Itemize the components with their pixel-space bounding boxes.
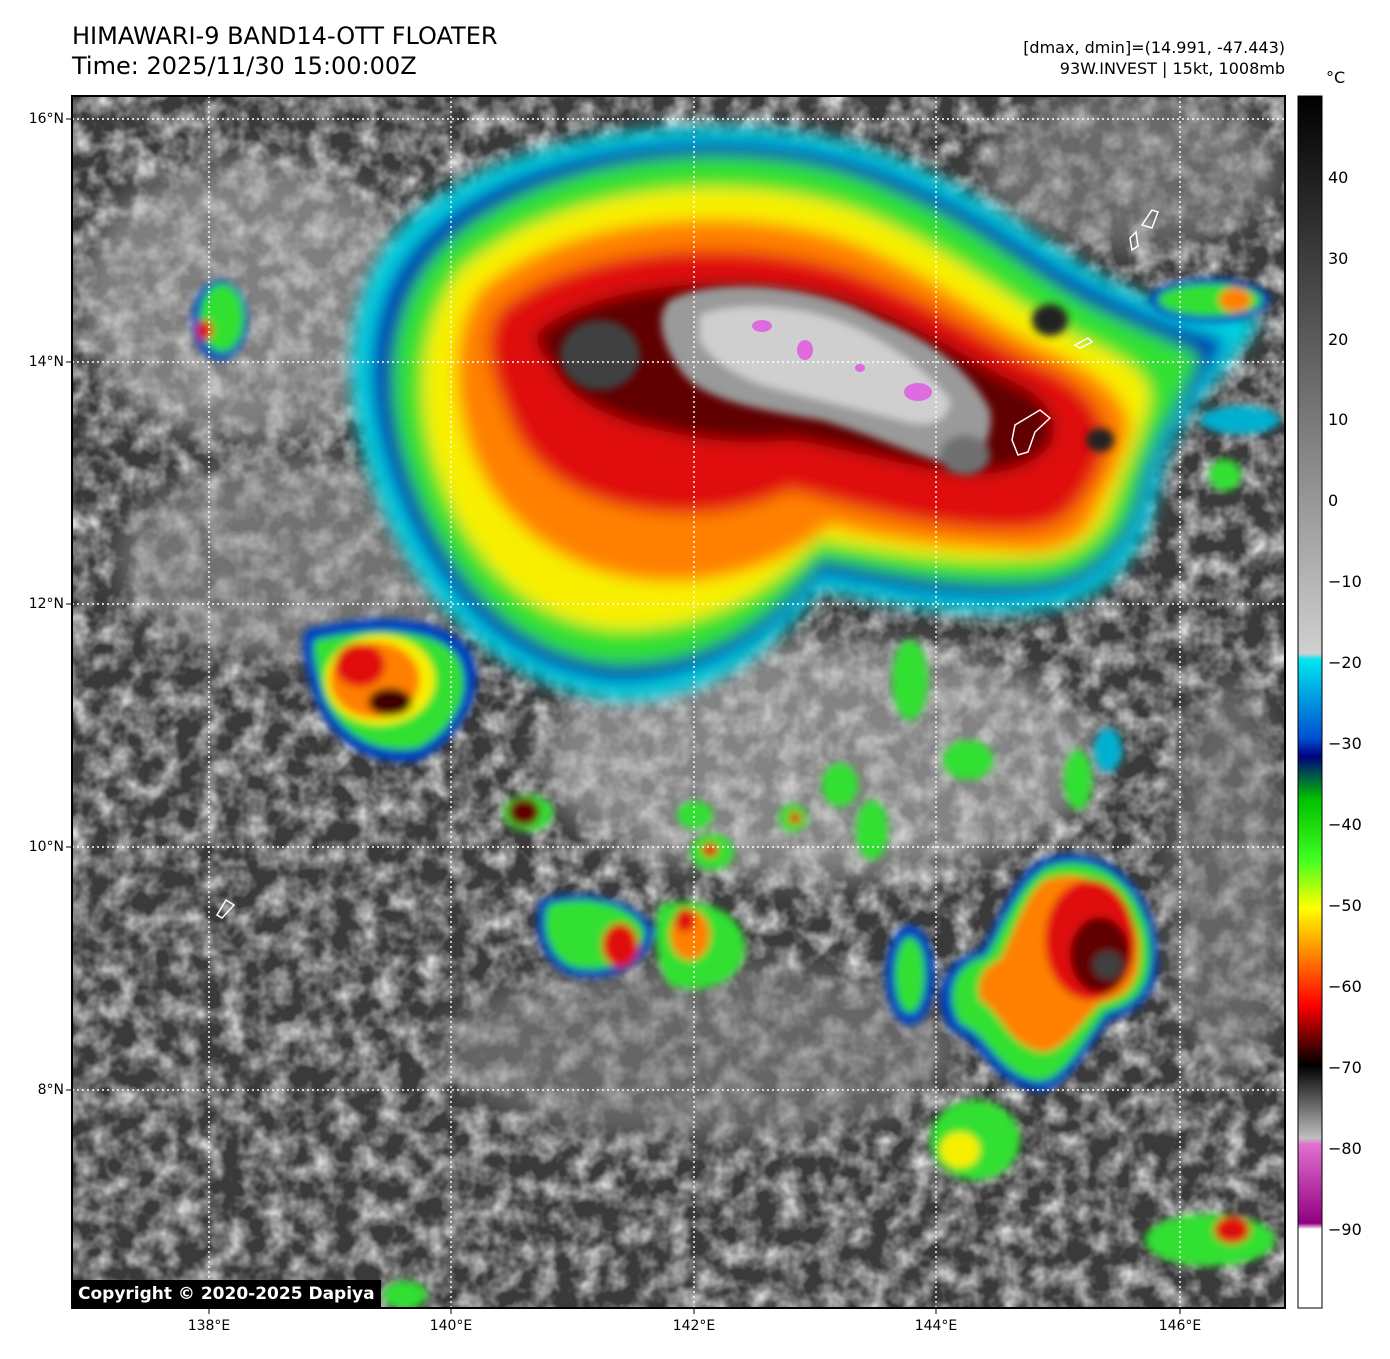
convective-cells [192, 278, 1280, 1308]
range-info: [dmax, dmin]=(14.991, -47.443) [1023, 38, 1285, 57]
colorbar-tick: −90 [1328, 1220, 1362, 1239]
timestamp: Time: 2025/11/30 15:00:00Z [72, 52, 417, 80]
graticule [72, 96, 1285, 1308]
image-title: HIMAWARI-9 BAND14-OTT FLOATER [72, 22, 498, 50]
colorbar-tick: 30 [1328, 249, 1349, 268]
colorbar-unit: °C [1326, 68, 1346, 87]
colorbar-tick: 0 [1328, 491, 1339, 510]
lon-label: 140°E [429, 1318, 473, 1334]
lat-label: 14°N [28, 354, 64, 370]
colorbar-tick: −30 [1328, 734, 1362, 753]
colorbar-tick: −50 [1328, 896, 1362, 915]
guam-outline [1011, 409, 1052, 456]
temperature-colorbar [1297, 95, 1323, 1309]
colorbar-tick: −80 [1328, 1139, 1362, 1158]
colorbar-tick: −40 [1328, 815, 1362, 834]
colorbar-tick: −20 [1328, 653, 1362, 672]
lat-label: 8°N [37, 1082, 64, 1098]
lon-label: 142°E [672, 1318, 716, 1334]
lat-label: 12°N [28, 596, 64, 612]
lon-label: 144°E [914, 1318, 958, 1334]
colorbar-tick: −10 [1328, 572, 1362, 591]
colorbar-tick: 20 [1328, 330, 1349, 349]
colorbar-tick: −60 [1328, 977, 1362, 996]
lon-label: 146°E [1158, 1318, 1202, 1334]
island-outlines [215, 209, 1159, 919]
lat-label: 10°N [28, 839, 64, 855]
lon-label: 138°E [187, 1318, 231, 1334]
storm-info: 93W.INVEST | 15kt, 1008mb [1059, 59, 1285, 78]
lat-label: 16°N [28, 111, 64, 127]
copyright-label: Copyright © 2020-2025 Dapiya [72, 1280, 381, 1308]
colorbar-tick: −70 [1328, 1058, 1362, 1077]
colorbar-tick: 40 [1328, 168, 1349, 187]
colorbar-tick: 10 [1328, 410, 1349, 429]
